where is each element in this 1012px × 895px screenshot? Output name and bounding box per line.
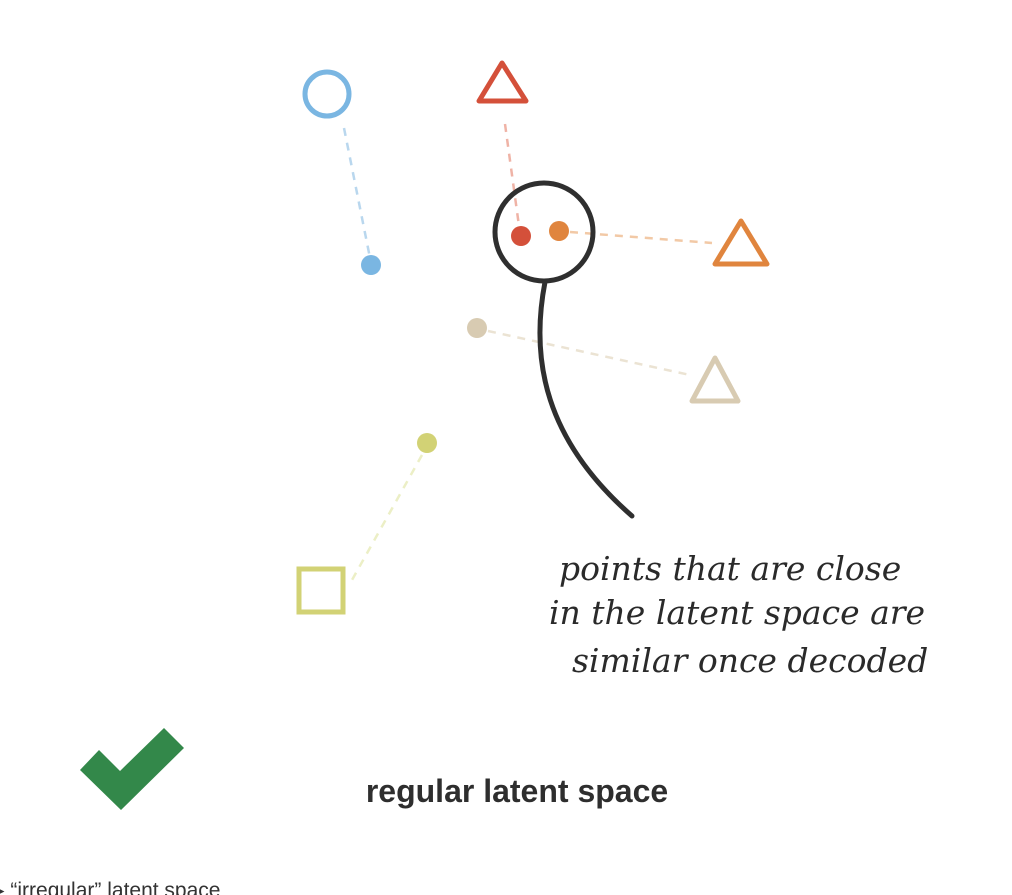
pointer-line: [537, 279, 635, 519]
orange-latent-point: [549, 221, 569, 241]
connector-blue: [342, 127, 372, 259]
red-latent-point: [511, 226, 531, 246]
connector-olive: [350, 454, 424, 581]
connector-red: [503, 123, 521, 227]
annotation-line-3: similar once decoded: [572, 641, 928, 680]
regular-latent-space-caption: regular latent space: [366, 773, 668, 809]
beige-latent-point: [467, 318, 487, 338]
connector-beige: [487, 329, 691, 377]
annotation-line-1: points that are close: [559, 549, 901, 588]
blue-latent-point: [361, 255, 381, 275]
olive-square-shape: [296, 566, 346, 615]
beige-triangle-shape: [689, 355, 741, 404]
highlight-circle: [492, 180, 596, 284]
blue-circle-shape: [302, 69, 352, 119]
olive-latent-point: [417, 433, 437, 453]
orange-triangle-shape: [712, 218, 770, 267]
annotation-line-2: in the latent space are: [549, 593, 925, 632]
red-triangle-shape: [476, 60, 529, 104]
next-section-caption: ▸ “irregular” latent space: [0, 879, 221, 895]
checkmark-icon: [80, 728, 184, 810]
